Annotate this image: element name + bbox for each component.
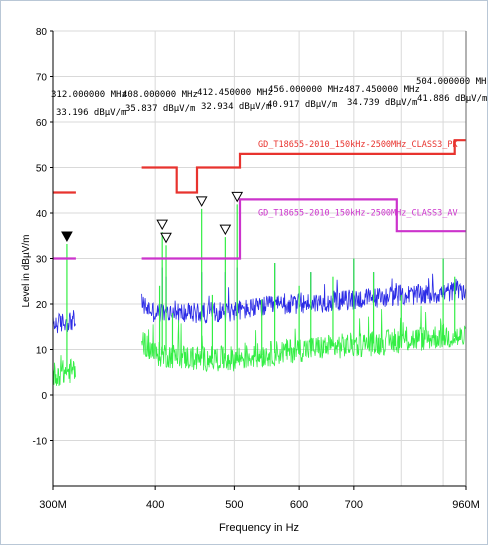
y-tick-label: 20 (36, 300, 48, 311)
y-tick-label: 40 (36, 209, 48, 220)
marker-frequency-label: 412.450000 MHz (197, 88, 273, 98)
x-tick-label: 500 (225, 499, 243, 511)
y-tick-label: 70 (36, 73, 48, 84)
marker-frequency-label: 456.000000 MHz (268, 85, 344, 95)
marker-triangle (219, 224, 232, 236)
marker-frequency-label: 504.000000 MHz (416, 77, 487, 87)
marker-level-label: 33.196 dBµV/m (56, 108, 126, 118)
peak-trace-segment (52, 310, 76, 334)
limit-line-pk (53, 139, 466, 194)
marker-triangle (160, 232, 172, 244)
marker-triangle (195, 196, 208, 207)
y-axis-title: Level in dBµV/m (21, 234, 32, 307)
marker-triangle (61, 231, 73, 242)
marker-frequency-label: 408.000000 MHz (122, 90, 198, 100)
y-tick-label: 0 (41, 391, 47, 402)
marker-level-label: 40.917 dBµV/m (267, 100, 337, 110)
marker-triangle (231, 191, 244, 203)
average-trace-segment (52, 355, 76, 387)
limit-line-av (53, 198, 466, 260)
x-tick-label: 960M (452, 499, 480, 511)
marker-triangle (156, 219, 169, 231)
y-tick-label: -10 (33, 437, 48, 448)
marker-frequency-label: 487.450000 MHz (344, 85, 420, 95)
x-tick-label: 600 (290, 499, 308, 511)
average-trace-segment (141, 305, 466, 373)
y-tick-label: 80 (36, 27, 48, 38)
x-tick-label: 700 (345, 499, 363, 511)
marker-level-label: 34.739 dBµV/m (347, 98, 417, 108)
limit-label-av: GD_T18655-2010_150kHz-2500MHz_CLASS3_AV (258, 208, 458, 218)
peak-trace-segment (141, 273, 466, 324)
marker-level-label: 41.886 dBµV/m (417, 94, 487, 104)
x-axis-title: Frequency in Hz (219, 522, 299, 534)
marker-frequency-label: 312.000000 MHz (51, 90, 127, 100)
y-tick-label: 60 (36, 118, 48, 129)
x-tick-label: 300M (39, 499, 67, 511)
y-tick-label: 10 (36, 346, 48, 357)
y-tick-label: 50 (36, 164, 48, 175)
x-tick-label: 400 (146, 499, 164, 511)
marker-level-label: 35.837 dBµV/m (125, 104, 195, 114)
y-tick-label: 30 (36, 255, 48, 266)
marker-level-label: 32.934 dBµV/m (201, 102, 271, 112)
limit-label-pk: GD_T18655-2010_150kHz-2500MHz_CLASS3_PK (258, 140, 458, 150)
